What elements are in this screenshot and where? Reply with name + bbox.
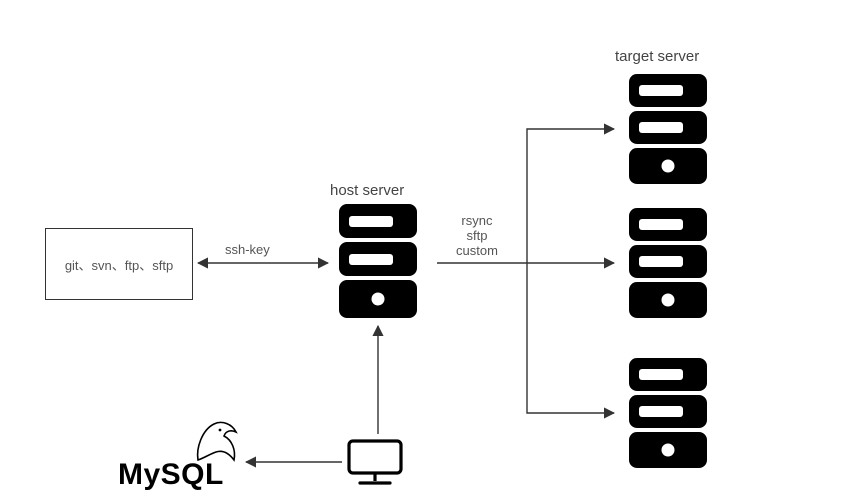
source-box-text: git、svn、ftp、sftp [65,255,173,274]
server-icon [629,74,707,184]
target-server-title: target server [615,48,699,65]
target-server-1-icon [629,74,707,184]
target-server-2-icon [629,208,707,318]
mysql-logo-text: MySQL [118,458,224,492]
server-icon [629,358,707,468]
server-icon [339,204,417,318]
server-icon [629,208,707,318]
host-server-icon [339,204,417,318]
host-server-title: host server [330,182,404,199]
target-server-3-icon [629,358,707,468]
monitor-icon [346,438,404,486]
source-box: git、svn、ftp、sftp [45,228,193,300]
rsync-label: rsync sftp custom [456,214,498,259]
ssh-key-label: ssh-key [225,242,270,257]
client-pc-icon [346,438,404,486]
